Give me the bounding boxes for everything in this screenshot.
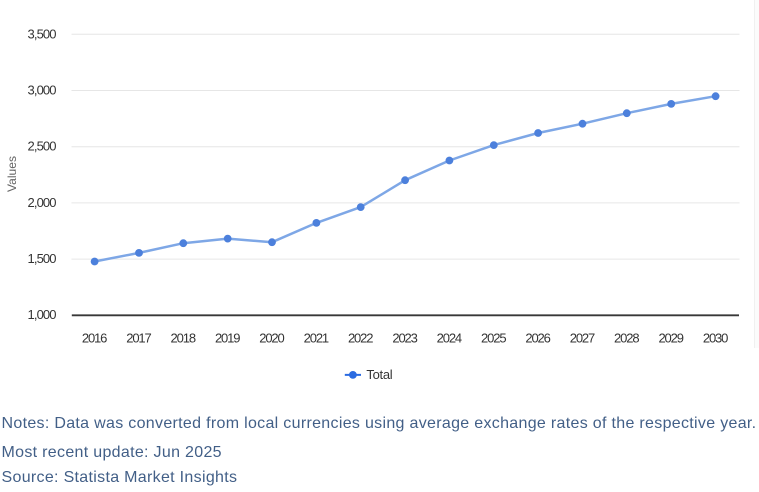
svg-text:2020: 2020	[259, 330, 285, 345]
svg-text:2026: 2026	[525, 330, 551, 345]
svg-text:Values: Values	[5, 156, 19, 192]
svg-text:1,500: 1,500	[28, 251, 57, 266]
svg-text:2022: 2022	[348, 330, 374, 345]
svg-text:Total: Total	[366, 367, 392, 382]
svg-text:2018: 2018	[171, 330, 197, 345]
svg-text:2,500: 2,500	[28, 139, 57, 154]
svg-text:2027: 2027	[570, 330, 596, 345]
svg-text:2029: 2029	[658, 330, 684, 345]
svg-text:2025: 2025	[481, 330, 507, 345]
svg-text:3,000: 3,000	[28, 83, 57, 98]
svg-text:2024: 2024	[437, 330, 463, 345]
svg-text:2016: 2016	[82, 330, 108, 345]
svg-text:2017: 2017	[126, 330, 152, 345]
svg-text:2021: 2021	[304, 330, 330, 345]
svg-text:2019: 2019	[215, 330, 241, 345]
svg-text:2,000: 2,000	[28, 195, 57, 210]
svg-text:1,000: 1,000	[28, 307, 57, 322]
svg-text:2023: 2023	[392, 330, 418, 345]
svg-text:3,500: 3,500	[28, 26, 57, 41]
svg-text:2028: 2028	[614, 330, 640, 345]
svg-text:2030: 2030	[703, 330, 729, 345]
